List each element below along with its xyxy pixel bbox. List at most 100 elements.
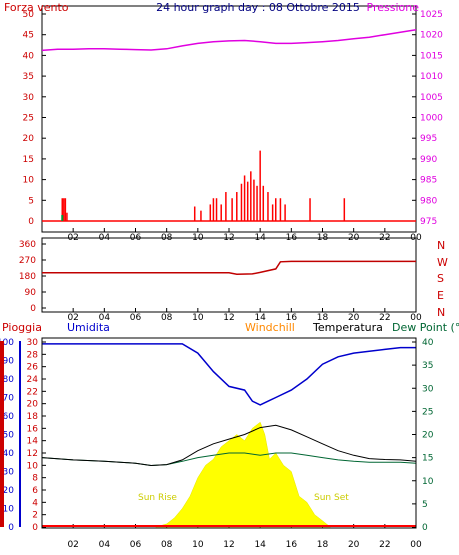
y-tick-label: 25 xyxy=(422,407,433,417)
wind-series xyxy=(42,150,416,222)
y-tick-label: 10 xyxy=(27,461,39,471)
x-tick-label: 02 xyxy=(67,313,78,323)
x-tick-label: 14 xyxy=(254,540,266,550)
x-tick-label: 04 xyxy=(99,540,111,550)
x-tick-label: 00 xyxy=(410,540,422,550)
y-tick-label: 28 xyxy=(27,350,39,360)
compass-label-e: E xyxy=(437,289,444,302)
compass-label-w: W xyxy=(437,256,448,269)
x-tick-label: 18 xyxy=(317,540,329,550)
x-tick-label: 10 xyxy=(192,540,204,550)
direction-line xyxy=(42,260,416,275)
wind-y-ticks: 0 5 10 15 20 25 30 35 40 45 50 xyxy=(23,10,46,227)
y-tick-label: 6 xyxy=(32,486,38,496)
x-tick-label: 06 xyxy=(130,540,142,550)
x-tick-label: 00 xyxy=(410,313,422,323)
y-tick-label: 0 xyxy=(32,523,38,533)
graph-title: 24 hour graph day : 08 Ottobre 2015 xyxy=(156,1,360,14)
y-tick-label: 20 xyxy=(27,400,39,410)
y-tick-label: 40 xyxy=(422,338,434,348)
humidity-axis-title: Umidita xyxy=(67,321,110,334)
sunrise-label: Sun Rise xyxy=(138,493,177,503)
temperature-label: Temperatura xyxy=(312,321,383,334)
y-tick-label: 975 xyxy=(420,217,437,227)
x-tick-label: 12 xyxy=(223,313,234,323)
y-tick-label: 1025 xyxy=(420,10,443,20)
y-tick-label: 1015 xyxy=(420,51,443,61)
x-tick-label: 16 xyxy=(286,540,298,550)
y-tick-label: 50 xyxy=(3,431,15,441)
y-tick-label: 5 xyxy=(28,196,34,206)
y-tick-label: 270 xyxy=(19,256,36,266)
x-tick-label: 06 xyxy=(130,313,142,323)
rain-axis xyxy=(0,341,21,527)
y-tick-label: 30 xyxy=(422,384,434,394)
x-tick-label: 20 xyxy=(348,540,360,550)
x-tick-label: 22 xyxy=(379,540,390,550)
y-tick-label: 980 xyxy=(420,196,437,206)
y-tick-label: 60 xyxy=(3,412,15,422)
y-tick-label: 1020 xyxy=(420,31,443,41)
y-tick-label: 90 xyxy=(25,288,37,298)
compass-label-s: S xyxy=(437,272,444,285)
y-tick-label: 12 xyxy=(27,449,38,459)
compass-labels: N W S E N xyxy=(437,239,448,319)
y-tick-label: 15 xyxy=(23,155,34,165)
y-tick-label: 20 xyxy=(3,486,15,496)
y-tick-label: 40 xyxy=(23,51,35,61)
y-tick-label: 100 xyxy=(0,338,14,348)
y-tick-label: 180 xyxy=(19,272,36,282)
y-tick-label: 8 xyxy=(32,474,38,484)
x-tick-label: 04 xyxy=(99,313,111,323)
y-tick-label: 80 xyxy=(3,375,15,385)
y-tick-label: 985 xyxy=(420,176,437,186)
compass-label-n-top: N xyxy=(437,239,445,252)
y-tick-label: 10 xyxy=(422,477,434,487)
humidity-y-ticks: 0 10 20 30 40 50 60 70 80 90 100 xyxy=(0,338,15,533)
y-tick-label: 25 xyxy=(23,114,34,124)
x-tick-label: 22 xyxy=(379,313,390,323)
x-tick-label: 12 xyxy=(223,540,234,550)
y-tick-label: 24 xyxy=(27,375,39,385)
solar-area xyxy=(155,421,332,528)
y-tick-label: 15 xyxy=(422,454,433,464)
y-tick-label: 90 xyxy=(3,357,15,367)
pressure-y-ticks: 975 980 985 990 995 1000 1005 1010 1015 1020 1025 xyxy=(412,10,443,227)
y-tick-label: 16 xyxy=(27,424,39,434)
y-tick-label: 26 xyxy=(27,363,39,373)
y-tick-label: 1000 xyxy=(420,114,443,124)
y-tick-label: 30 xyxy=(27,338,39,348)
y-tick-label: 20 xyxy=(23,134,35,144)
y-tick-label: 1005 xyxy=(420,93,443,103)
y-tick-label: 70 xyxy=(3,394,15,404)
y-tick-label: 10 xyxy=(23,176,35,186)
y-tick-label: 0 xyxy=(30,304,36,314)
sunset-label: Sun Set xyxy=(314,493,349,503)
x-tick-label: 02 xyxy=(67,540,78,550)
x-tick-label: 20 xyxy=(348,313,360,323)
y-tick-label: 18 xyxy=(27,412,39,422)
y-tick-label: 990 xyxy=(420,155,437,165)
y-tick-label: 5 xyxy=(422,500,428,510)
y-tick-label: 1010 xyxy=(420,72,443,82)
wind-x-ticks: 02 04 06 08 10 12 14 16 18 20 22 00 xyxy=(67,228,422,243)
y-tick-label: 995 xyxy=(420,134,437,144)
x-tick-label: 16 xyxy=(286,313,298,323)
direction-plot-area xyxy=(41,237,417,313)
y-tick-label: 0 xyxy=(28,217,34,227)
x-tick-label: 14 xyxy=(254,313,266,323)
x-tick-label: 08 xyxy=(161,313,173,323)
y-tick-label: 35 xyxy=(422,361,433,371)
y-tick-label: 360 xyxy=(19,240,36,250)
y-tick-label: 30 xyxy=(23,93,35,103)
y-tick-label: 30 xyxy=(3,468,15,478)
y-tick-label: 20 xyxy=(422,431,434,441)
y-tick-label: 2 xyxy=(32,511,38,521)
compass-label-n-bottom: N xyxy=(437,306,445,319)
wind-pressure-plot-area xyxy=(41,5,417,233)
wind-axis-title: Forza vento xyxy=(4,1,69,14)
temperature-y-ticks: 0 5 10 15 20 25 30 35 40 xyxy=(412,338,434,533)
y-tick-label: 0 xyxy=(422,523,428,533)
